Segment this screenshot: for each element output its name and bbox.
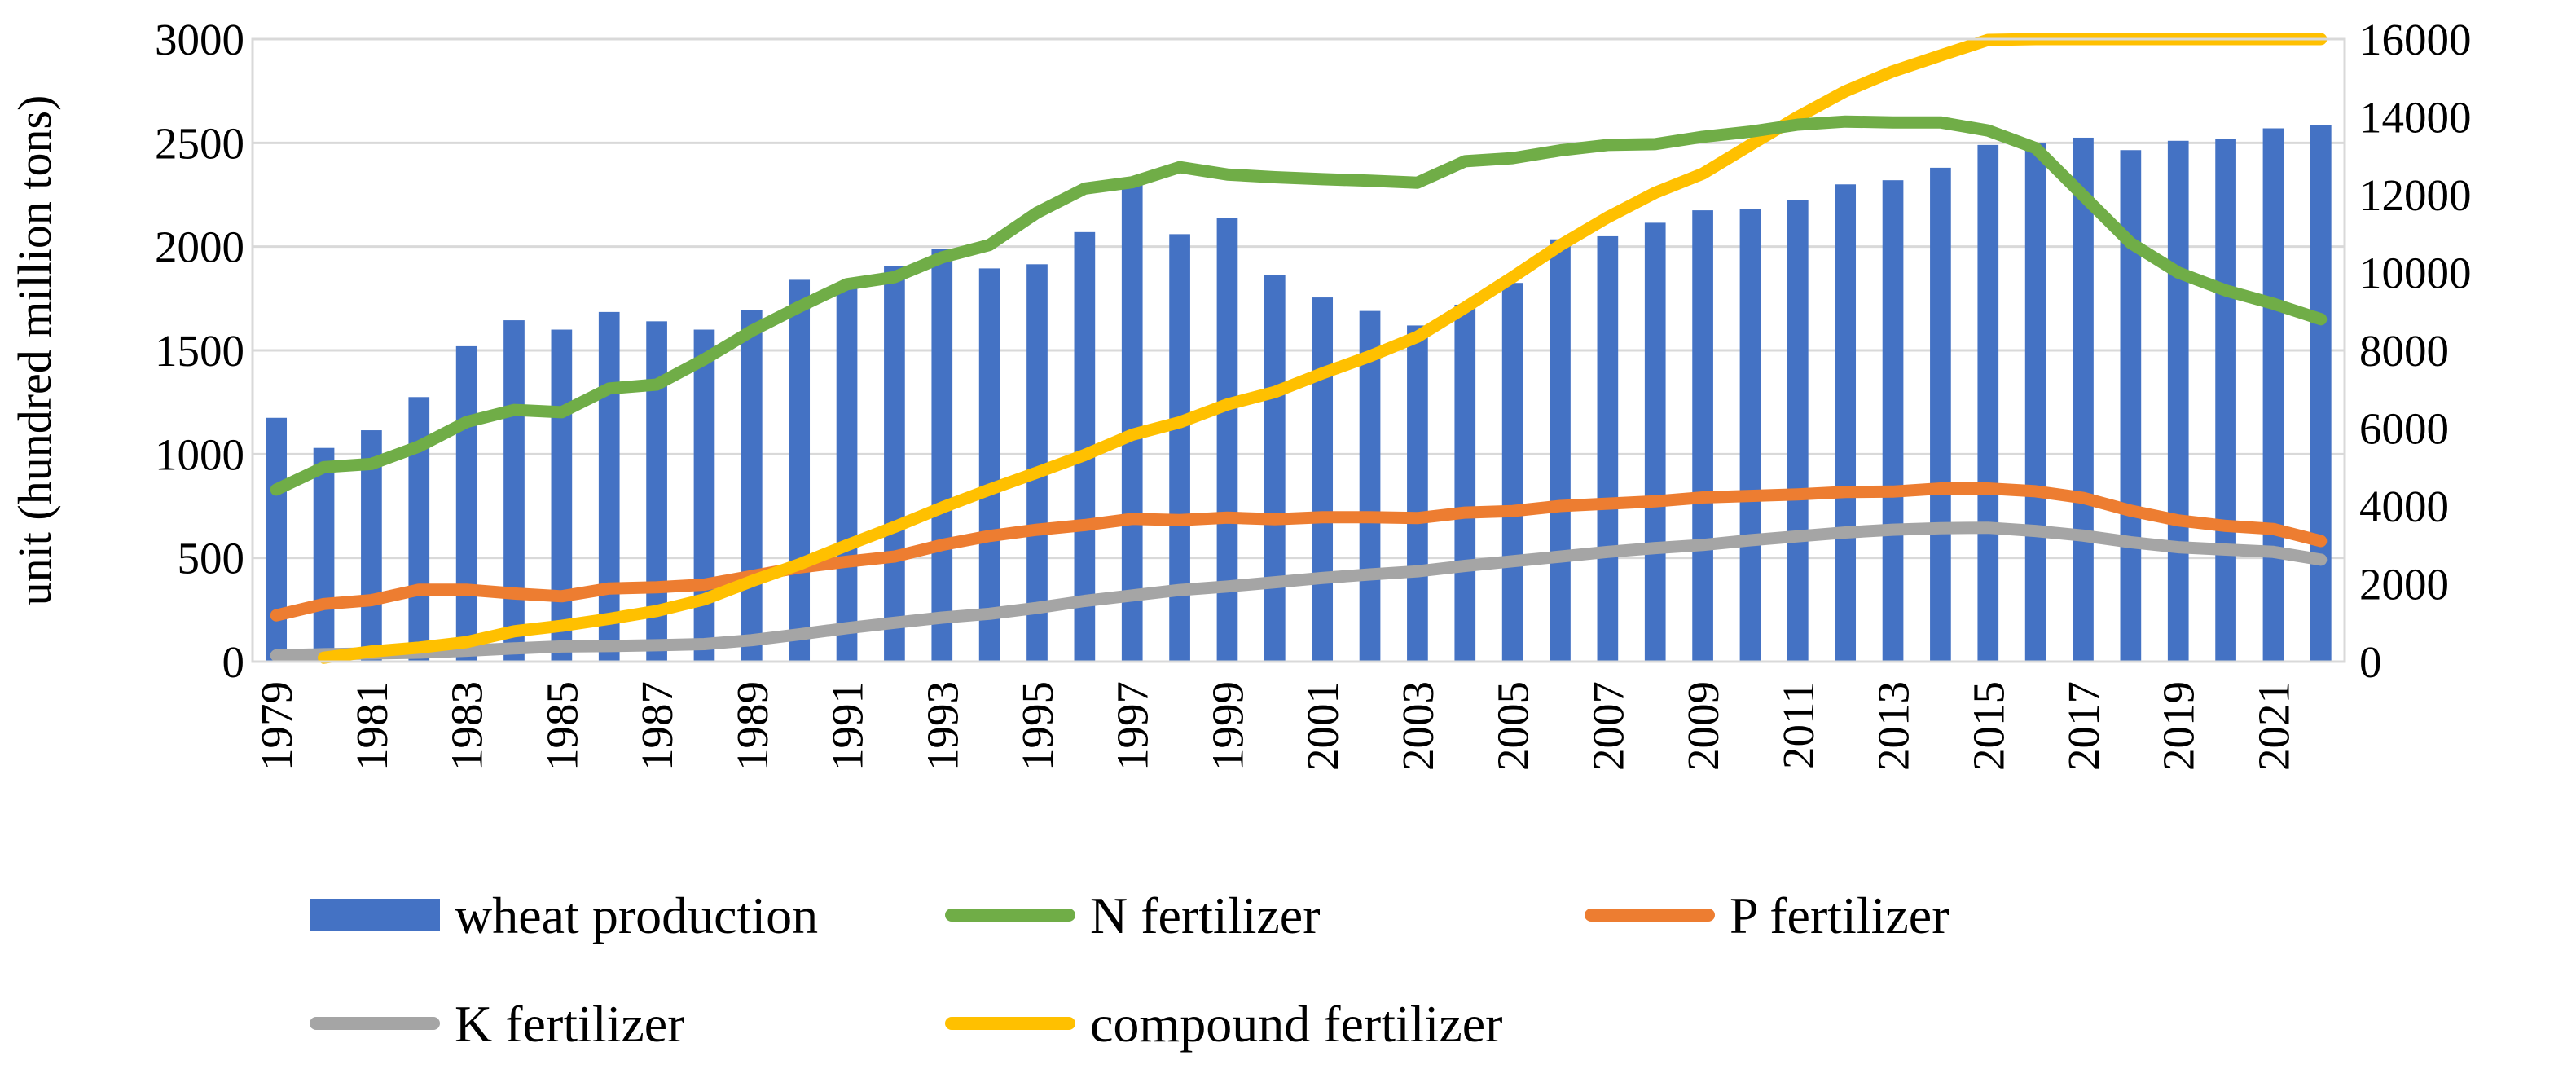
wheat-production-bar xyxy=(693,329,715,662)
legend-label-p-fertilizer: P fertilizer xyxy=(1730,887,1950,944)
wheat-production-bar xyxy=(2215,139,2236,662)
right-tick-label: 14000 xyxy=(2359,93,2472,143)
x-tick-label: 1979 xyxy=(252,681,301,771)
x-tick-label: 2021 xyxy=(2249,681,2298,771)
x-tick-label: 1987 xyxy=(632,681,682,771)
right-tick-label: 4000 xyxy=(2359,482,2449,531)
wheat-production-bar xyxy=(789,279,811,662)
left-tick-label: 0 xyxy=(222,637,245,687)
x-axis-ticks: 1979 1981 1983 1985 1987 1989 1991 1993 1995 1997… xyxy=(252,681,2298,771)
x-tick-label: 2011 xyxy=(1774,681,1823,769)
wheat-production-bar xyxy=(2167,140,2189,662)
wheat-production-bar xyxy=(2024,143,2046,662)
x-tick-label: 1995 xyxy=(1013,681,1062,771)
wheat-production-bar xyxy=(978,268,1000,662)
wheat-production-bar xyxy=(2310,125,2332,662)
x-tick-label: 1991 xyxy=(823,681,873,771)
left-tick-label: 2500 xyxy=(155,118,244,168)
wheat-production-bar xyxy=(1407,325,1428,662)
y-axis-title: unit (hundred million tons) xyxy=(8,95,61,606)
legend: wheat production N fertilizer P fertilizer… xyxy=(310,887,1950,1053)
wheat-production-bar xyxy=(455,345,477,662)
legend-label-wheat-production: wheat production xyxy=(455,887,818,944)
x-tick-label: 1989 xyxy=(728,681,777,771)
n-fertilizer-line xyxy=(270,115,2328,496)
wheat-production-bar xyxy=(1930,167,1951,662)
k-fertilizer-line xyxy=(270,521,2328,662)
wheat-production-bar xyxy=(1739,209,1761,662)
x-tick-label: 2007 xyxy=(1583,681,1633,771)
wheat-production-bar xyxy=(551,329,573,662)
left-tick-label: 1000 xyxy=(155,429,244,479)
right-tick-label: 2000 xyxy=(2359,560,2449,609)
x-tick-label: 1985 xyxy=(537,681,587,771)
x-tick-label: 1981 xyxy=(347,681,397,771)
x-tick-label: 1993 xyxy=(917,681,967,771)
wheat-production-bar xyxy=(266,417,288,662)
wheat-production-bar xyxy=(1644,222,1666,662)
wheat-production-bar xyxy=(598,311,620,662)
left-tick-label: 500 xyxy=(178,534,245,583)
legend-swatch-wheat-production xyxy=(310,899,440,931)
legend-label-compound-fertilizer: compound fertilizer xyxy=(1090,995,1502,1053)
x-tick-label: 2001 xyxy=(1298,681,1347,771)
fertilizer-lines xyxy=(270,33,2328,664)
wheat-production-bar xyxy=(1454,304,1476,662)
wheat-production-bar xyxy=(2120,150,2142,662)
plot-frame xyxy=(251,37,2346,663)
x-tick-label: 2015 xyxy=(1963,681,2013,771)
left-tick-label: 2000 xyxy=(155,222,244,272)
wheat-production-bar xyxy=(313,447,335,662)
x-tick-label: 2017 xyxy=(2059,681,2108,771)
x-tick-label: 2013 xyxy=(1869,681,1919,771)
wheat-production-bar xyxy=(1216,218,1238,662)
right-axis-ticks: 0 2000 4000 6000 8000 10000 12000 14000 16000 xyxy=(2359,15,2472,687)
wheat-production-bar xyxy=(1264,275,1286,662)
x-tick-label: 1983 xyxy=(442,681,492,771)
p-fertilizer-line xyxy=(270,482,2328,622)
left-axis-ticks: 0 500 1000 1500 2000 2500 3000 xyxy=(155,15,244,687)
wheat-production-bar xyxy=(1312,297,1334,662)
wheat-production-bar xyxy=(1169,234,1190,662)
wheat-production-bar xyxy=(1977,144,1999,662)
wheat-production-bar xyxy=(1501,283,1523,662)
right-tick-label: 0 xyxy=(2359,637,2382,687)
wheat-production-bar xyxy=(1121,182,1143,662)
legend-label-n-fertilizer: N fertilizer xyxy=(1090,887,1321,944)
wheat-production-bar xyxy=(836,288,858,662)
wheat-production-bar xyxy=(2262,128,2284,662)
wheat-production-bar xyxy=(2073,137,2094,662)
left-tick-label: 3000 xyxy=(155,15,244,64)
right-tick-label: 16000 xyxy=(2359,15,2472,64)
x-tick-label: 1999 xyxy=(1202,681,1252,771)
wheat-production-bar xyxy=(1882,180,1904,662)
wheat-production-bar xyxy=(931,249,953,662)
right-tick-label: 12000 xyxy=(2359,170,2472,220)
x-tick-label: 1997 xyxy=(1108,681,1158,771)
wheat-production-bars xyxy=(266,125,2332,662)
right-tick-label: 10000 xyxy=(2359,249,2472,298)
x-tick-label: 2019 xyxy=(2154,681,2204,771)
wheat-production-bar xyxy=(1597,235,1619,662)
wheat-production-bar xyxy=(1835,184,1857,662)
wheat-production-bar xyxy=(884,266,905,662)
wheat-production-bar xyxy=(741,310,763,662)
x-tick-label: 2009 xyxy=(1678,681,1728,771)
legend-label-k-fertilizer: K fertilizer xyxy=(455,995,685,1053)
wheat-production-bar xyxy=(1026,264,1048,662)
x-tick-label: 2003 xyxy=(1393,681,1443,771)
wheat-production-bar xyxy=(1692,210,1713,662)
right-tick-label: 8000 xyxy=(2359,326,2449,376)
left-tick-label: 1500 xyxy=(155,326,244,376)
wheat-production-bar xyxy=(1550,239,1571,662)
wheat-production-bar xyxy=(503,320,525,662)
wheat-production-bar xyxy=(1359,310,1381,662)
x-tick-label: 2005 xyxy=(1488,681,1538,771)
right-tick-label: 6000 xyxy=(2359,404,2449,454)
wheat-production-bar xyxy=(1787,200,1809,662)
